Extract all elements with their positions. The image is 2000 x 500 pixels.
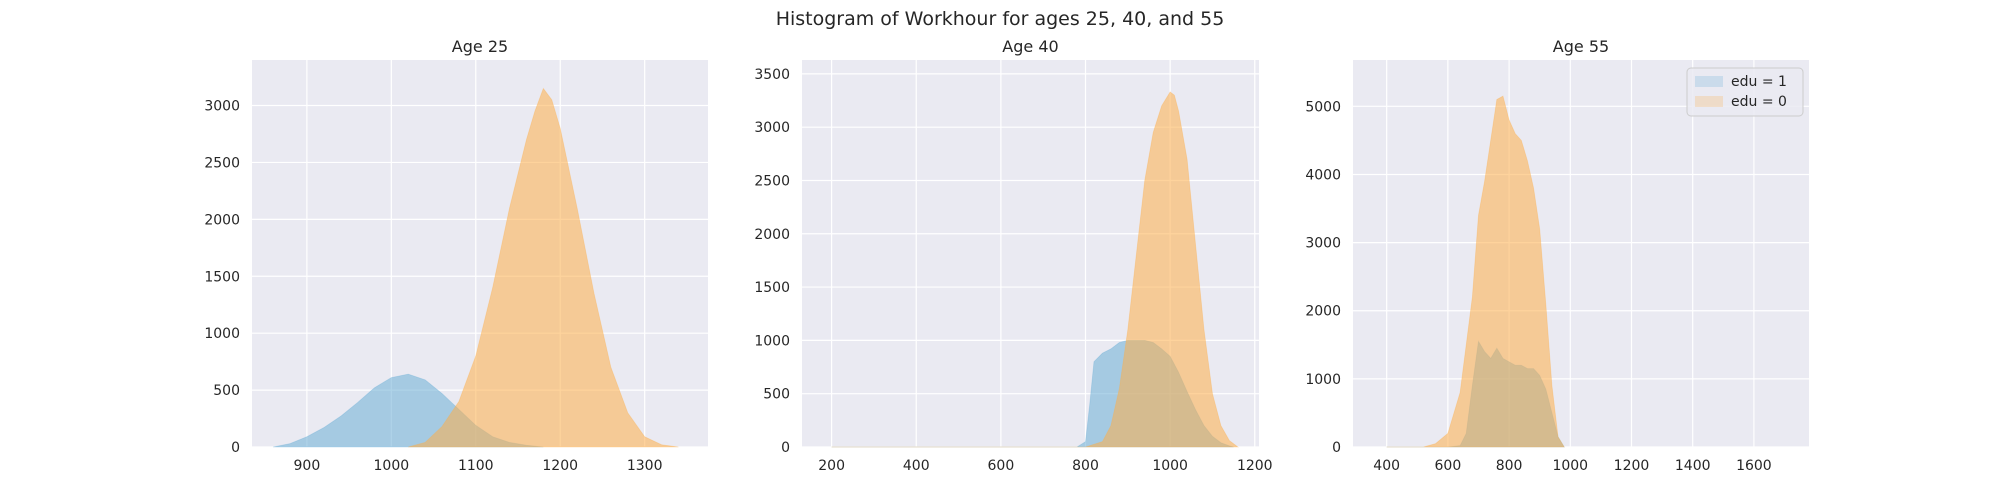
subplot-age-panel: Age 25 0 500 1000 1500 2000 2500 3000 900 1000 110…: [204, 37, 708, 474]
y-tick-label: 0: [231, 440, 240, 456]
legend: edu = 1 edu = 0: [1686, 67, 1804, 117]
x-tick-label: 1100: [458, 458, 494, 474]
subplot-title: Age 25: [452, 37, 508, 56]
y-tick-label: 3000: [204, 99, 240, 115]
subplot-age-panel: Age 40 0 500 1000 1500 2000 2500 3000 3500 200 400…: [754, 37, 1272, 474]
x-tick-label: 400: [1373, 458, 1400, 474]
x-tick-label: 400: [903, 458, 930, 474]
x-tick-label: 1000: [374, 458, 410, 474]
x-tick-label: 200: [818, 458, 845, 474]
legend-label: edu = 1: [1731, 74, 1787, 90]
subplot-title: Age 55: [1553, 37, 1609, 56]
plot-area: [1353, 60, 1809, 447]
legend-swatch: [1695, 96, 1723, 107]
x-tick-label: 1300: [627, 458, 663, 474]
y-tick-label: 2500: [204, 155, 240, 171]
x-tick-label: 600: [1435, 458, 1462, 474]
y-tick-label: 3000: [754, 120, 790, 136]
y-tick-label: 500: [213, 383, 240, 399]
x-tick-label: 1000: [1552, 458, 1588, 474]
figure-title: Histogram of Workhour for ages 25, 40, a…: [776, 8, 1225, 30]
y-tick-label: 1500: [204, 269, 240, 285]
x-tick-label: 1000: [1152, 458, 1188, 474]
y-tick-label: 3500: [754, 67, 790, 83]
y-tick-label: 1000: [754, 333, 790, 349]
histogram-series-edu-0: [408, 87, 679, 448]
y-tick-label: 5000: [1305, 99, 1341, 115]
legend-box: [1686, 67, 1804, 117]
histogram-series-edu-0: [1386, 95, 1565, 448]
y-tick-label: 3000: [1305, 236, 1341, 252]
y-tick-label: 2000: [1305, 304, 1341, 320]
y-tick-label: 2000: [204, 212, 240, 228]
legend-swatch: [1695, 76, 1723, 87]
x-tick-label: 1200: [542, 458, 578, 474]
y-tick-label: 2500: [754, 173, 790, 189]
subplot-title: Age 40: [1002, 37, 1058, 56]
y-tick-label: 500: [763, 387, 790, 403]
y-tick-label: 0: [781, 440, 790, 456]
x-tick-label: 1200: [1237, 458, 1273, 474]
subplot-age-panel: Age 55 0 1000 2000 3000 4000 5000 400 600 800 1000…: [1305, 37, 1809, 474]
x-tick-label: 600: [988, 458, 1015, 474]
x-tick-label: 800: [1496, 458, 1523, 474]
x-tick-label: 1600: [1736, 458, 1772, 474]
x-tick-label: 1400: [1675, 458, 1711, 474]
y-tick-label: 2000: [754, 227, 790, 243]
x-tick-label: 1200: [1614, 458, 1650, 474]
legend-label: edu = 0: [1731, 94, 1787, 110]
y-tick-label: 1000: [1305, 372, 1341, 388]
y-tick-label: 1500: [754, 280, 790, 296]
y-tick-label: 4000: [1305, 167, 1341, 183]
x-tick-label: 900: [294, 458, 321, 474]
histogram-series-edu-0: [831, 91, 1240, 448]
y-tick-label: 1000: [204, 326, 240, 342]
x-tick-label: 800: [1072, 458, 1099, 474]
y-tick-label: 0: [1332, 440, 1341, 456]
